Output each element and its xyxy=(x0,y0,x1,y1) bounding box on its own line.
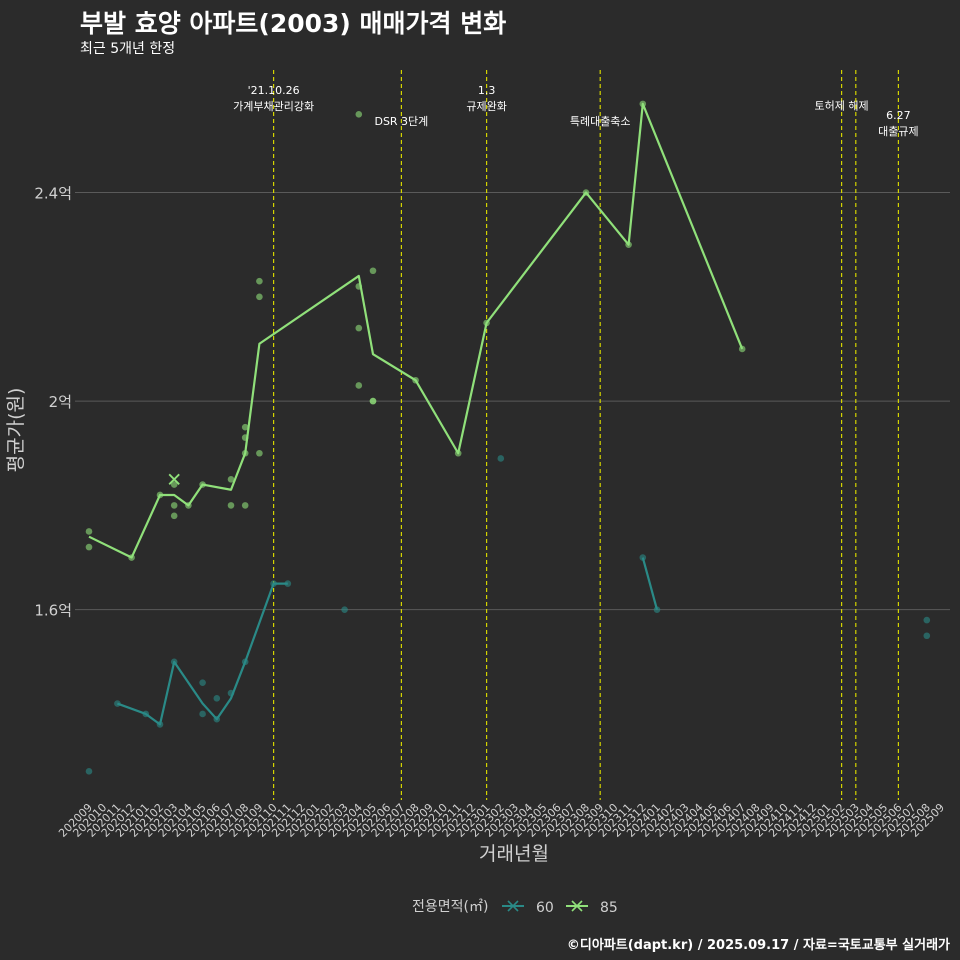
data-point-85 xyxy=(241,423,249,431)
data-point-60 xyxy=(114,700,121,707)
data-point-85 xyxy=(483,319,490,327)
data-point-60 xyxy=(270,580,277,587)
data-point-60 xyxy=(923,616,931,624)
data-point-85 xyxy=(241,449,249,457)
data-point-85 xyxy=(256,277,263,285)
data-point-85 xyxy=(369,267,377,275)
data-point-60 xyxy=(142,710,150,718)
event-label: 6.27 xyxy=(886,109,911,122)
legend-key-mark-85 xyxy=(571,900,583,912)
event-label: 토허제 해제 xyxy=(815,99,869,113)
data-point-60 xyxy=(241,658,249,666)
data-point-60 xyxy=(199,679,206,686)
cross-point-85 xyxy=(168,473,180,485)
data-point-85 xyxy=(412,376,419,384)
data-point-85 xyxy=(227,502,235,509)
data-point-85 xyxy=(156,491,164,499)
axis-layer: 거래년월 평균가(원) 1.6억2억2.4억202009202010202011… xyxy=(5,185,947,865)
data-point-85 xyxy=(199,481,206,488)
data-point-85 xyxy=(241,502,249,509)
data-point-85 xyxy=(241,434,249,441)
data-point-85 xyxy=(355,324,363,332)
data-point-85 xyxy=(355,111,363,118)
data-point-85 xyxy=(170,512,178,520)
event-label: 대출규제 xyxy=(878,125,918,138)
data-point-60 xyxy=(213,715,221,723)
data-point-85 xyxy=(256,293,263,301)
legend: 전용면적(㎡) 60 85 xyxy=(412,899,618,916)
data-point-60 xyxy=(497,455,505,462)
data-point-60 xyxy=(199,710,206,718)
data-point-85 xyxy=(355,283,363,290)
data-point-85 xyxy=(170,502,178,509)
data-point-60 xyxy=(341,606,348,613)
grid-layer xyxy=(75,192,950,611)
source-credit: ©디아파트(dapt.kr) / 2025.09.17 / 자료=국토교통부 실… xyxy=(566,938,950,953)
data-point-60 xyxy=(170,658,178,666)
series-line-85 xyxy=(88,102,744,559)
chart-title: 부발 효양 아파트(2003) 매매가격 변화 xyxy=(80,9,507,38)
data-point-85 xyxy=(625,241,632,248)
data-point-85 xyxy=(256,449,263,457)
event-label: DSR 3단계 xyxy=(374,115,428,128)
data-point-85 xyxy=(355,382,363,389)
data-point-60 xyxy=(923,632,931,640)
data-point-60 xyxy=(639,554,647,561)
event-label: 1.3 xyxy=(478,84,496,97)
data-point-85 xyxy=(170,481,178,488)
data-point-85 xyxy=(639,100,647,108)
event-label: 가계부채관리강화 xyxy=(233,100,314,113)
data-point-85 xyxy=(85,543,93,551)
legend-key-mark-60 xyxy=(507,900,519,912)
data-point-85 xyxy=(85,528,93,535)
series-line-60 xyxy=(641,557,659,610)
x-axis-title: 거래년월 xyxy=(479,843,549,865)
y-tick-label: 2억 xyxy=(49,393,72,411)
data-point-85 xyxy=(582,189,590,196)
y-axis-title: 평균가(원) xyxy=(5,388,27,473)
data-point-85 xyxy=(738,345,746,353)
data-point-85 xyxy=(454,449,462,457)
event-label: '21.10.26 xyxy=(248,84,300,97)
data-point-85 xyxy=(185,502,192,509)
data-point-85 xyxy=(227,476,235,483)
data-point-85 xyxy=(128,554,135,561)
data-point-60 xyxy=(213,695,221,702)
data-point-85 xyxy=(369,397,377,405)
legend-label-60: 60 xyxy=(536,900,554,916)
data-point-60 xyxy=(227,689,235,697)
data-point-60 xyxy=(156,721,164,728)
data-point-60 xyxy=(85,768,93,775)
data-point-60 xyxy=(653,606,661,613)
event-label: 규제완화 xyxy=(466,100,506,113)
series-layer xyxy=(85,100,931,775)
legend-label-85: 85 xyxy=(600,900,618,916)
data-point-60 xyxy=(284,580,292,587)
series-line-60 xyxy=(117,582,288,726)
legend-title: 전용면적(㎡) xyxy=(412,899,488,915)
y-tick-label: 2.4억 xyxy=(34,185,72,203)
event-label: 특례대출축소 xyxy=(570,115,631,128)
chart-subtitle: 최근 5개년 한정 xyxy=(80,41,176,57)
y-tick-label: 1.6억 xyxy=(34,602,72,620)
